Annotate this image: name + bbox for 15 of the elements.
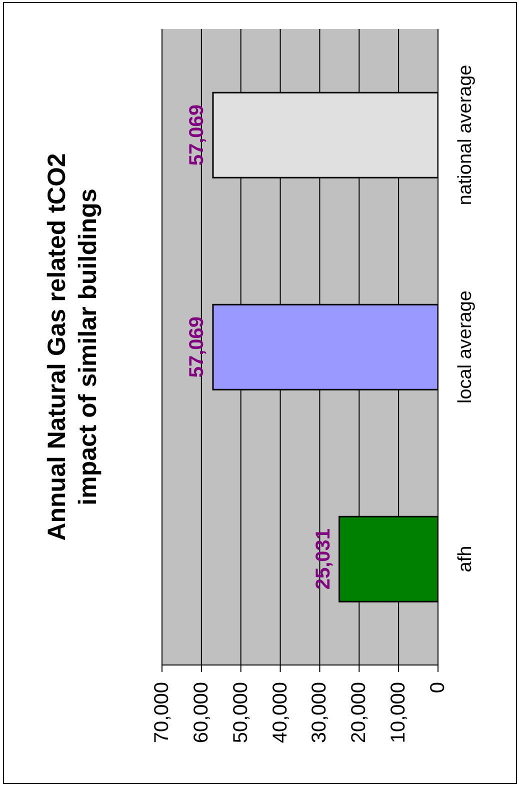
x-tick-label: 70,000 <box>151 682 173 744</box>
x-tick-label: 40,000 <box>269 682 292 744</box>
x-tick-label: 60,000 <box>190 682 212 744</box>
data-label: 57,069 <box>186 316 208 378</box>
x-tick-label: 0 <box>427 682 449 694</box>
x-tick-label: 10,000 <box>388 682 410 744</box>
data-label: 57,069 <box>186 104 208 166</box>
data-label: 25,031 <box>312 528 334 590</box>
y-tick-label: national average <box>454 64 476 206</box>
text: Annual Natural Gas related tCO2 impact of similar buildings <box>43 153 102 541</box>
x-tick-label: 30,000 <box>308 682 331 744</box>
y-tick-label: local average <box>454 290 476 404</box>
y-tick-label: afh <box>454 546 476 572</box>
x-tick-label: 50,000 <box>230 682 252 744</box>
x-tick-label: 20,000 <box>348 682 370 744</box>
